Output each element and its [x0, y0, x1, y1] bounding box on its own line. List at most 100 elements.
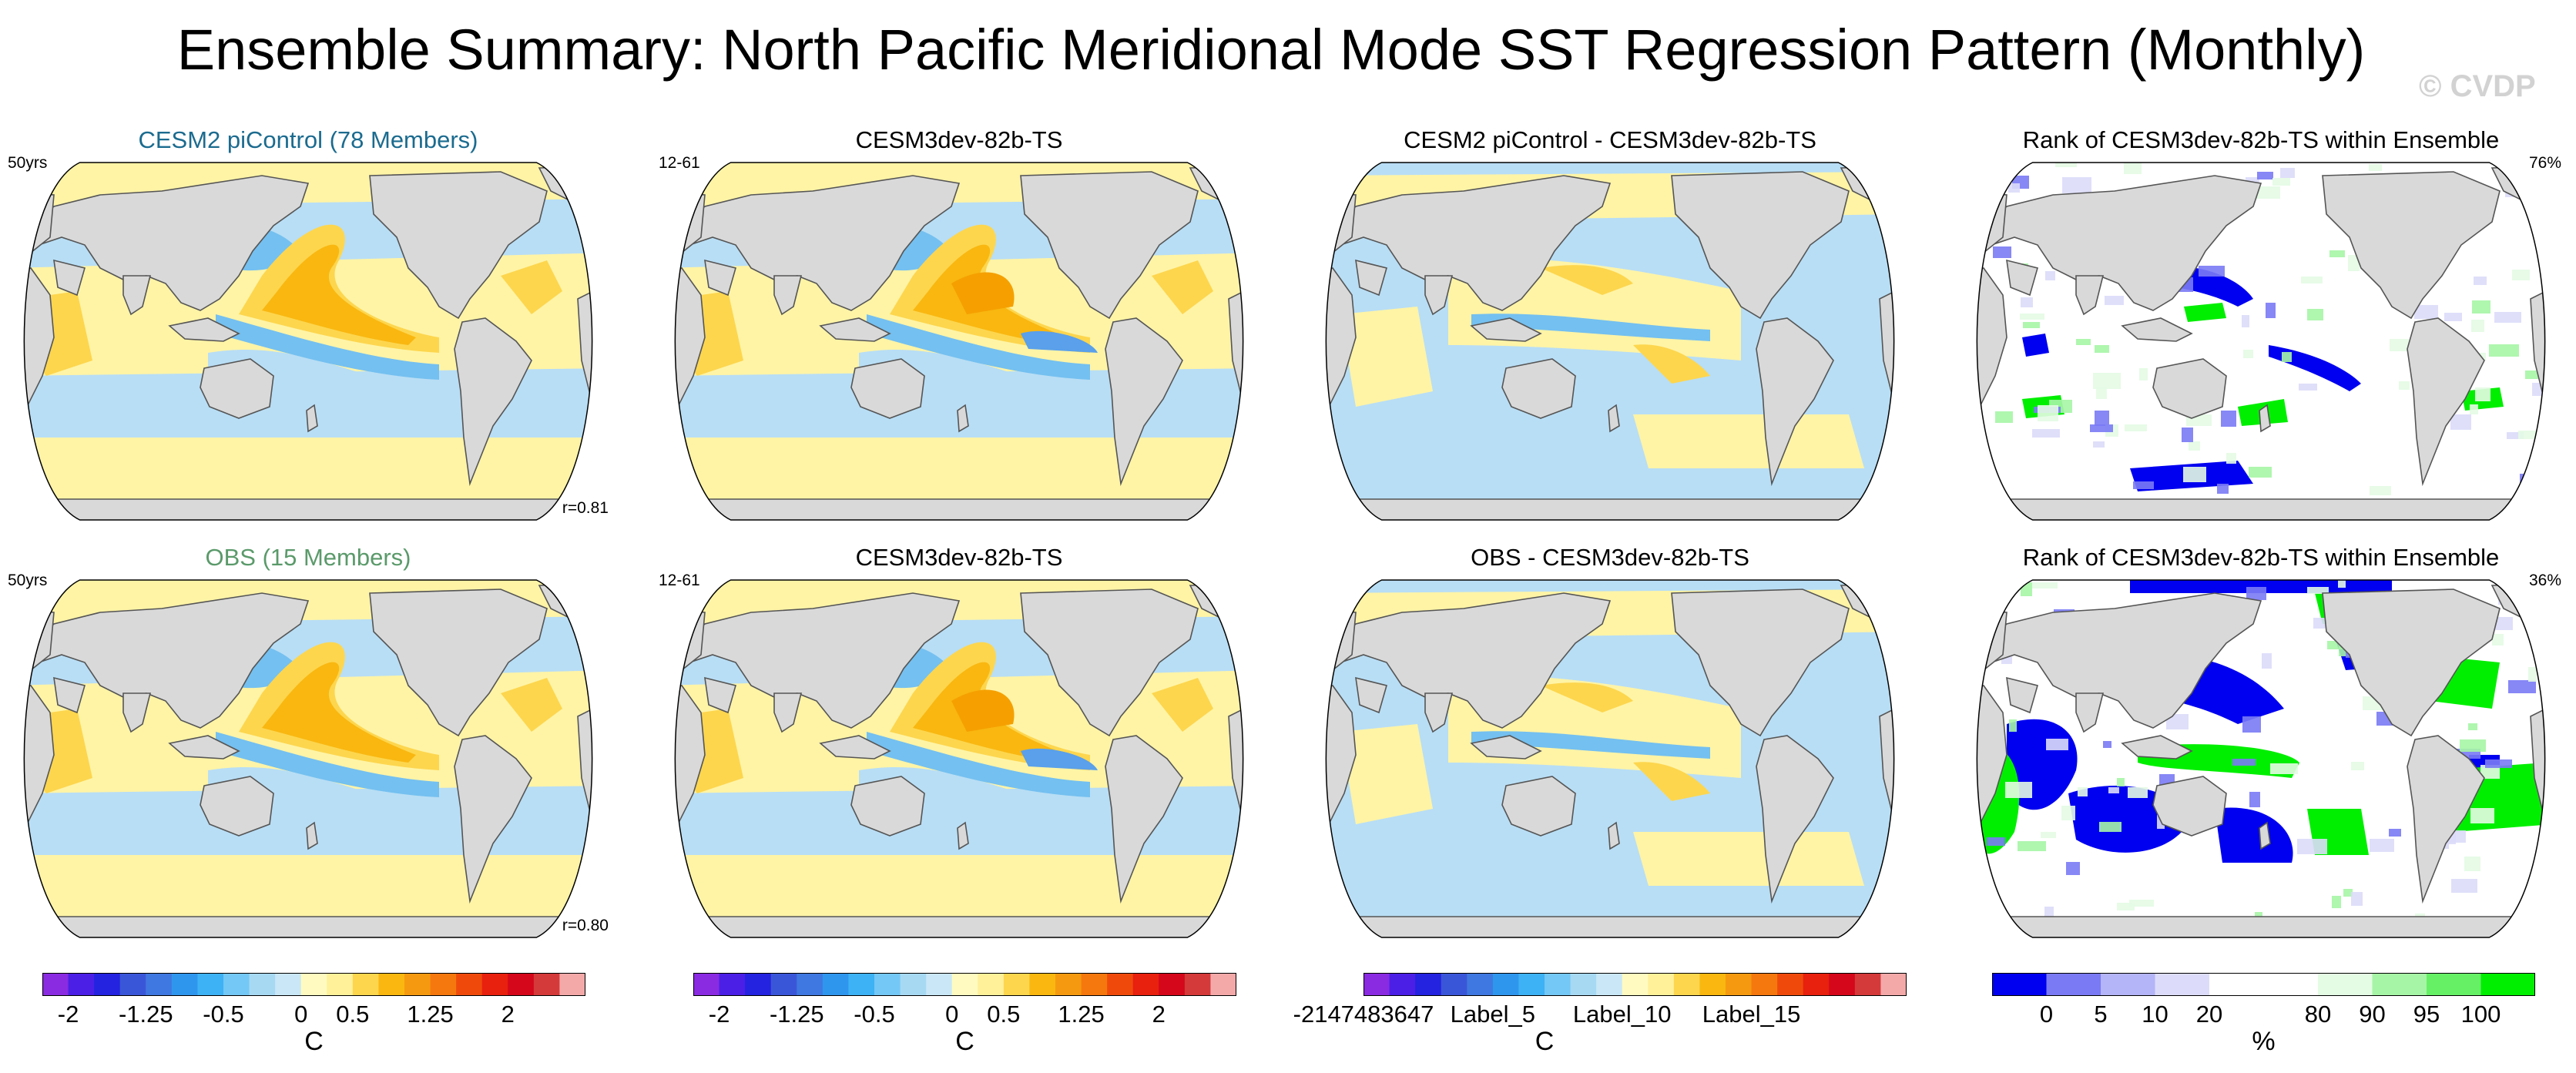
- rank-cell: [2129, 900, 2154, 907]
- colorbar-swatch: [1029, 973, 1056, 996]
- colorbar-unit-label: C: [304, 1027, 324, 1056]
- colorbar-tick-label: 0: [945, 1001, 959, 1028]
- sst-contour-pos_mid: [1152, 678, 1213, 732]
- land-southamerica: [1105, 735, 1183, 904]
- sst-contour-pos_mid: [239, 224, 439, 353]
- rank-cell: [2243, 350, 2253, 358]
- land-antarctica: [1977, 916, 2545, 937]
- sst-contour-pos_mid: [239, 642, 439, 770]
- rank-region-low: [2022, 334, 2049, 357]
- colorbar-swatch: [874, 973, 901, 996]
- land-safrica: [2530, 282, 2545, 424]
- colorbar-tick-label: -2: [57, 1001, 79, 1028]
- land-safrica: [1879, 282, 1894, 424]
- colorbar-tick-label: 20: [2195, 1001, 2223, 1028]
- land-southamerica: [1756, 317, 1834, 487]
- land-australia: [2152, 776, 2227, 837]
- land-indonesia: [168, 735, 240, 759]
- colorbar-swatch: [693, 973, 720, 996]
- rank-cell: [2444, 313, 2462, 321]
- colorbar-swatch: [197, 973, 224, 996]
- map-canvas: [1976, 162, 2546, 521]
- colorbar-swatch: [719, 973, 746, 996]
- land-northamerica: [1020, 171, 1199, 320]
- rank-cell: [2329, 250, 2345, 257]
- rank-cell: [2020, 314, 2044, 320]
- land-antarctica: [675, 498, 1243, 520]
- colorbar-swatch: [1854, 973, 1881, 996]
- rank-cell: [2299, 384, 2317, 391]
- rank-cell: [2090, 424, 2113, 432]
- rank-cell: [2076, 339, 2091, 345]
- map-panel: CESM2 piControl (78 Members) 50yrs r=0.81: [8, 126, 609, 538]
- sst-contour-pos_strong: [262, 662, 416, 763]
- rank-cell: [2518, 431, 2545, 439]
- colorbar-swatch: [2318, 973, 2373, 996]
- land-northamerica: [1020, 588, 1199, 737]
- land-newzealand: [957, 821, 969, 850]
- period-label: 50yrs: [8, 572, 48, 589]
- land-northamerica: [1671, 171, 1850, 320]
- rank-cell: [2108, 787, 2119, 793]
- colorbar-unit-label: C: [1535, 1027, 1555, 1056]
- rank-cell: [2470, 808, 2494, 823]
- land-newzealand: [306, 821, 318, 850]
- map-canvas: [674, 162, 1244, 521]
- rank-cell: [2390, 339, 2409, 351]
- rank-cell: [2351, 892, 2363, 906]
- land-newzealand: [2259, 821, 2271, 850]
- colorbar-swatch: [2101, 973, 2155, 996]
- land-africa: [1977, 267, 2007, 415]
- land-antarctica: [1326, 916, 1894, 937]
- land-australia: [1501, 358, 1576, 419]
- rank-cell: [2045, 271, 2055, 280]
- land-australia: [850, 776, 925, 837]
- rank-cell: [2257, 172, 2273, 179]
- map-panel: OBS (15 Members) 50yrs r=0.80: [8, 544, 609, 955]
- map-canvas: [1325, 162, 1895, 521]
- colorbar-swatches: [1992, 973, 2536, 996]
- colorbar-swatch: [171, 973, 198, 996]
- colorbar-swatch: [1596, 973, 1623, 996]
- colorbar-swatch: [533, 973, 560, 996]
- colorbar-swatch: [848, 973, 875, 996]
- colorbar-swatch: [978, 973, 1005, 996]
- sst-contour-pos_mid: [1152, 260, 1213, 314]
- colorbar-tick-label: 2: [1152, 1001, 1166, 1028]
- rank-cell: [2369, 164, 2382, 171]
- rank-cell: [2232, 759, 2256, 766]
- map-border: [1325, 579, 1895, 938]
- diff-contour-pos_mid: [1633, 762, 1710, 801]
- land-newzealand: [957, 404, 969, 433]
- rank-cell: [2032, 582, 2058, 588]
- rank-cell: [1978, 588, 2007, 596]
- land-arabia: [1355, 259, 1387, 297]
- rank-cell: [2018, 841, 2046, 851]
- rank-cell: [2066, 862, 2080, 875]
- land-safrica: [2530, 699, 2545, 841]
- pattern-correlation-label: r=0.80: [562, 917, 609, 934]
- rank-cell: [2182, 428, 2193, 442]
- rank-cell: [2370, 839, 2394, 852]
- colorbar-tick-label: 5: [2094, 1001, 2108, 1028]
- sst-contour-neg_weak: [675, 368, 1243, 438]
- colorbar-swatch: [1880, 973, 1907, 996]
- colorbar-tick-label: 80: [2304, 1001, 2332, 1028]
- rank-cell: [2023, 322, 2040, 328]
- rank-cell: [2468, 723, 2477, 730]
- colorbar-tick-label: -0.5: [203, 1001, 244, 1028]
- colorbar-swatch: [2372, 973, 2427, 996]
- rank-cell: [2249, 792, 2260, 807]
- land-northamerica: [2322, 588, 2501, 737]
- colorbar-swatch: [1648, 973, 1675, 996]
- panel-title: CESM3dev-82b-TS: [855, 126, 1063, 153]
- colorbar: -2 -1.25 -0.5 0 0.5 1.25 2 C: [693, 973, 1237, 1065]
- colorbar-swatch: [951, 973, 978, 996]
- rank-cell: [2266, 303, 2276, 318]
- rank-cell: [2507, 432, 2524, 439]
- rank-cell: [2351, 762, 2364, 770]
- land-northamerica: [369, 171, 548, 320]
- sst-contour-neg_mid: [867, 314, 1090, 380]
- land-arabia: [53, 676, 86, 714]
- rank-cell: [2093, 441, 2105, 448]
